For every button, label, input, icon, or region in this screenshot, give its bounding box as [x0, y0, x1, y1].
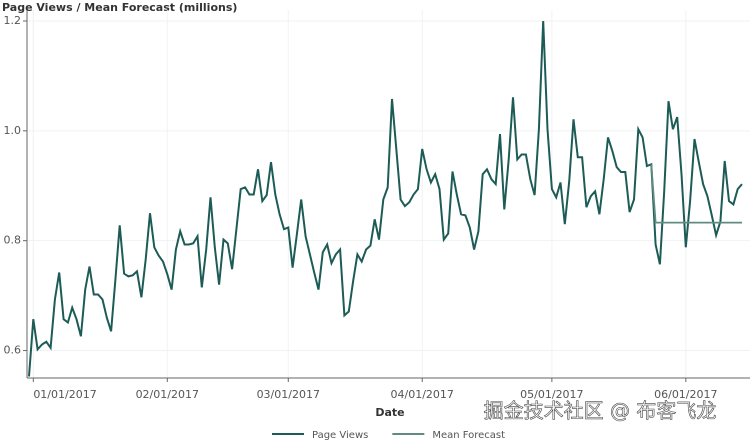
x-tick-label: 01/01/2017 [33, 388, 96, 401]
x-tick-label: 03/01/2017 [257, 388, 320, 401]
x-axis-label: Date [375, 406, 404, 419]
y-tick-label: 1.2 [4, 14, 22, 27]
legend-label: Page Views [312, 430, 368, 441]
x-tick-label: 02/01/2017 [136, 388, 199, 401]
y-tick-label: 1.0 [4, 124, 22, 137]
series-line [650, 164, 742, 224]
series-line [28, 20, 743, 377]
x-tick-label: 06/01/2017 [654, 388, 717, 401]
x-tick-label: 05/01/2017 [520, 388, 583, 401]
y-tick-label: 0.8 [4, 234, 22, 247]
y-axis-label: Page Views / Mean Forecast (millions) [2, 1, 237, 14]
x-tick-label: 04/01/2017 [391, 388, 454, 401]
watermark: 掘金技术社区 @ 布客飞龙 [484, 399, 717, 423]
y-tick-label: 0.6 [4, 344, 22, 357]
legend-label: Mean Forecast [432, 430, 505, 441]
